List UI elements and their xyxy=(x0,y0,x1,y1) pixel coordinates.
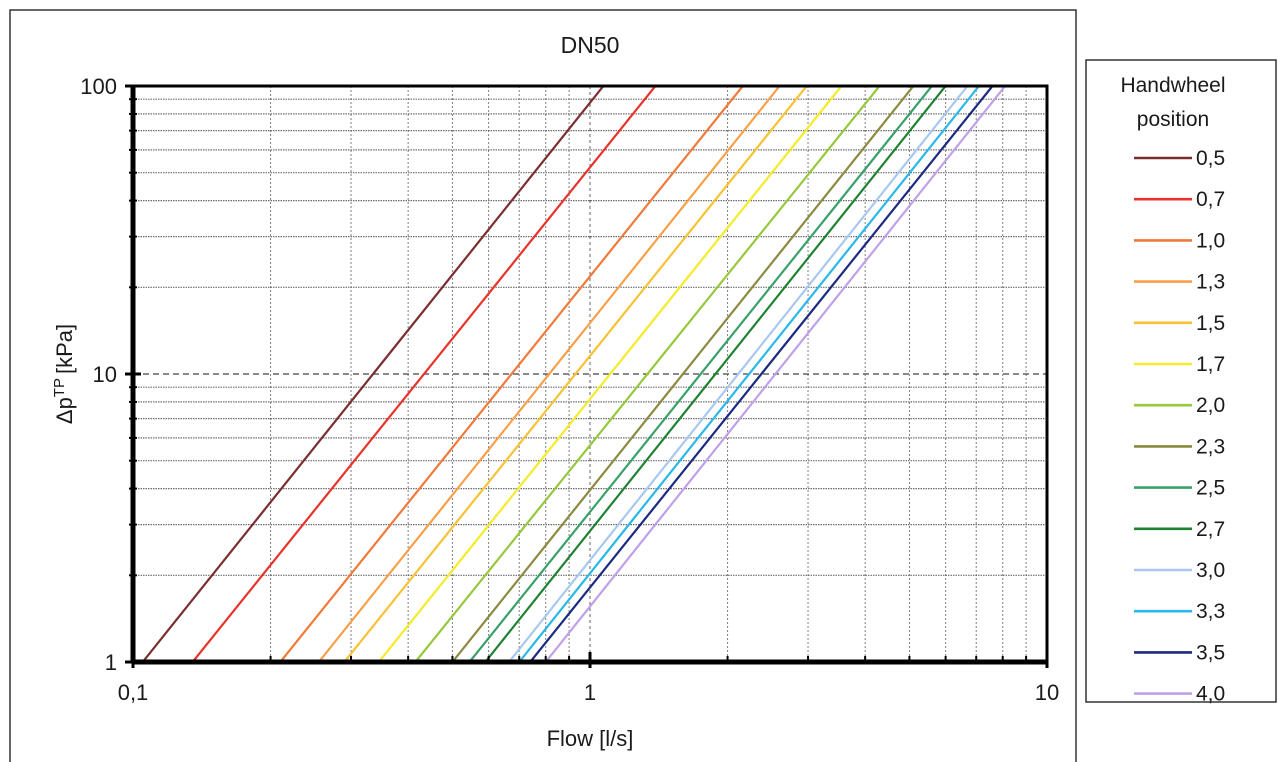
legend-entry-label: 0,7 xyxy=(1196,188,1225,211)
y-axis-label-unit: [kPa] xyxy=(52,324,77,374)
series-layer xyxy=(141,86,1007,662)
series-line xyxy=(529,86,994,662)
legend-items: 0,5 0,7 1,0 1,3 1,5 1,7 2,0 2,3 2,5 2,7 3,0 3,3 3,5 4… xyxy=(1134,147,1225,706)
legend-entry-label: 2,0 xyxy=(1196,394,1225,417)
series-line xyxy=(451,86,915,662)
y-axis-label-main: Δp xyxy=(52,397,77,424)
legend-entry-label: 2,3 xyxy=(1196,435,1225,458)
y-axis-label: ΔpTP [kPa] xyxy=(51,324,77,424)
legend-entry-label: 3,3 xyxy=(1196,600,1225,623)
legend-entry-label: 3,0 xyxy=(1196,559,1225,582)
legend-entry-label: 4,0 xyxy=(1196,683,1225,706)
y-tick-labels: 1 10 100 xyxy=(80,74,117,675)
series-line xyxy=(317,86,781,662)
x-tick-labels: 0,1 1 10 xyxy=(118,680,1060,705)
tick-marks xyxy=(125,84,1049,668)
x-axis-label: Flow [l/s] xyxy=(547,726,634,751)
legend-box xyxy=(1085,59,1277,703)
series-line xyxy=(484,86,947,662)
series-line xyxy=(468,86,933,662)
series-line xyxy=(191,86,657,662)
legend-entry-label: 2,7 xyxy=(1196,518,1225,541)
x-tick-label: 10 xyxy=(1035,680,1059,705)
legend-title-line2: position xyxy=(1137,108,1209,131)
series-line xyxy=(544,86,1007,662)
legend-entry-label: 1,3 xyxy=(1196,271,1225,294)
legend-entry-label: 1,5 xyxy=(1196,312,1225,335)
legend-entry-label: 1,7 xyxy=(1196,353,1225,376)
series-line xyxy=(377,86,843,662)
series-line xyxy=(141,86,605,662)
legend: Handwheel position 0,5 0,7 1,0 1,3 1,5 1,7 2,0… xyxy=(1085,59,1277,706)
y-tick-label: 100 xyxy=(80,74,117,99)
series-line xyxy=(518,86,980,662)
series-group xyxy=(141,86,1007,662)
series-line xyxy=(343,86,808,662)
y-tick-label: 1 xyxy=(105,650,117,675)
chart-frame xyxy=(9,9,1077,762)
legend-title-line1: Handwheel xyxy=(1120,74,1225,97)
series-line xyxy=(508,86,969,662)
series-line xyxy=(279,86,744,662)
y-axis-label-sup: TP xyxy=(51,378,68,397)
x-tick-label: 1 xyxy=(584,680,596,705)
legend-entry-label: 1,0 xyxy=(1196,229,1225,252)
chart-title: DN50 xyxy=(561,32,620,58)
series-line xyxy=(414,86,881,662)
legend-entry-label: 2,5 xyxy=(1196,477,1225,500)
y-tick-label: 10 xyxy=(93,362,117,387)
x-tick-label: 0,1 xyxy=(118,680,149,705)
legend-entry-label: 3,5 xyxy=(1196,641,1225,664)
legend-entry-label: 0,5 xyxy=(1196,147,1225,170)
